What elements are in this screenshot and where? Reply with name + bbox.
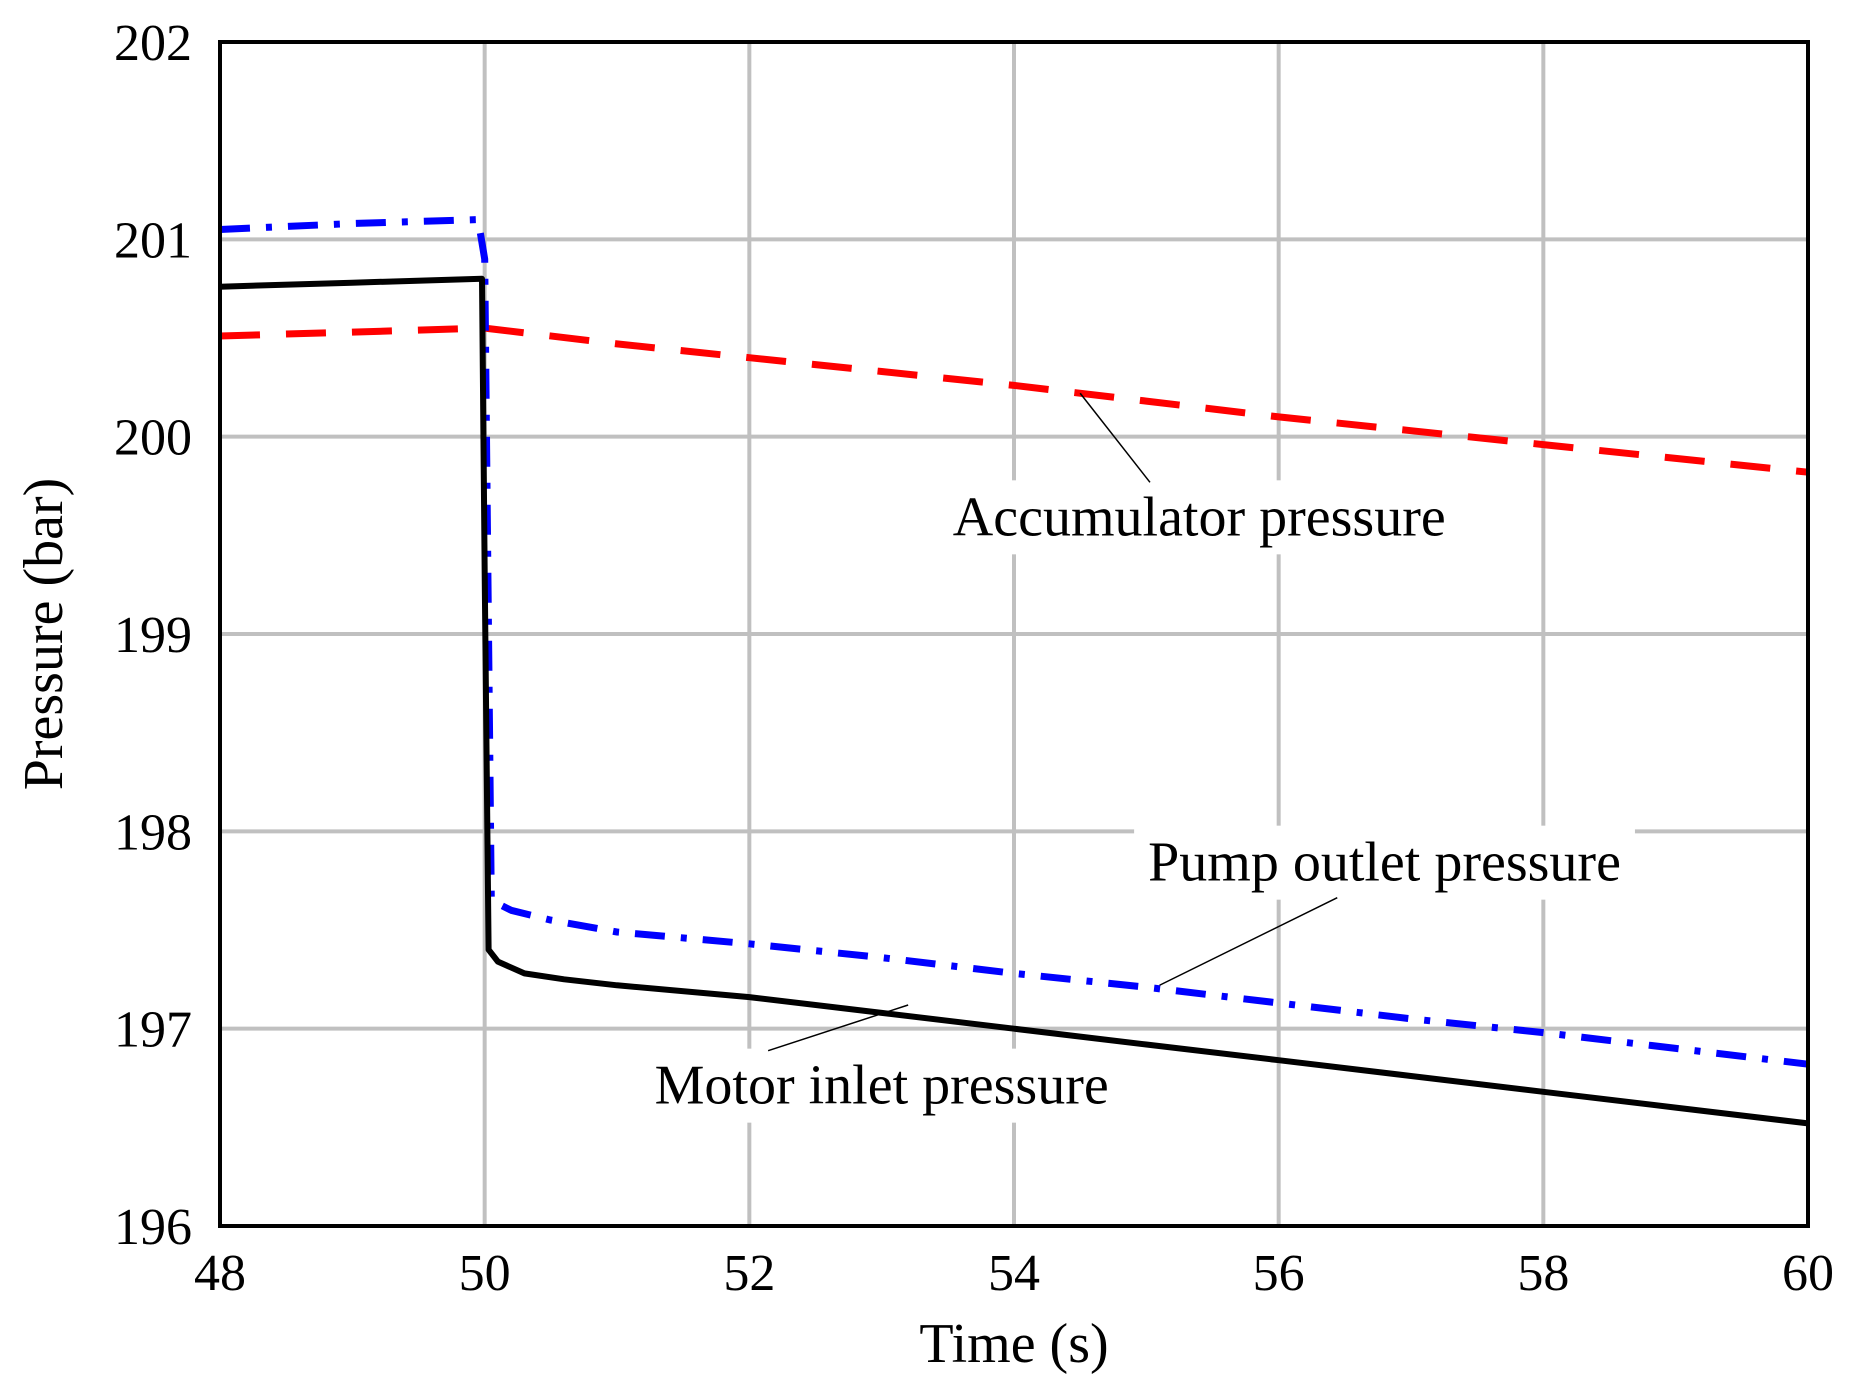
tick-labels: 48 50 52 54 56 58 60 196 197 198 199 200 201 202 xyxy=(114,15,1834,1302)
x-tick-label: 56 xyxy=(1253,1245,1305,1302)
y-tick-label: 198 xyxy=(114,804,192,861)
y-tick-label: 199 xyxy=(114,607,192,664)
x-tick-label: 52 xyxy=(723,1245,775,1302)
annotation: Accumulator pressure xyxy=(938,392,1460,555)
x-tick-label: 54 xyxy=(988,1245,1040,1302)
annotation-label: Accumulator pressure xyxy=(953,486,1446,548)
annotation-leader-line xyxy=(767,1004,909,1052)
annotation-background xyxy=(1134,825,1635,900)
x-tick-label: 50 xyxy=(459,1245,511,1302)
annotation-label: Motor inlet pressure xyxy=(655,1055,1109,1117)
y-tick-label: 202 xyxy=(114,15,192,72)
annotation-background xyxy=(640,1048,1123,1123)
annotation-leader-line xyxy=(1159,896,1338,986)
annotation-label: Pump outlet pressure xyxy=(1148,832,1621,894)
annotations: Accumulator pressure Pump outlet pressure… xyxy=(640,392,1635,1123)
plot-frame xyxy=(218,40,1810,1228)
annotation-leader-line xyxy=(1079,392,1151,483)
annotation-background xyxy=(938,480,1460,555)
y-tick-label: 201 xyxy=(114,212,192,269)
y-tick-label: 196 xyxy=(114,1199,192,1256)
y-tick-label: 197 xyxy=(114,1002,192,1059)
annotation: Motor inlet pressure xyxy=(640,1004,1123,1123)
series-line-pump-outlet-pressure xyxy=(219,216,1809,1068)
x-tick-label: 58 xyxy=(1517,1245,1569,1302)
y-tick-label: 200 xyxy=(114,410,192,467)
x-tick-label: 48 xyxy=(194,1245,246,1302)
series-line-motor-inlet-pressure xyxy=(219,275,1809,1127)
y-axis-title: Pressure (bar) xyxy=(13,478,75,791)
x-axis-title: Time (s) xyxy=(919,1313,1108,1375)
x-tick-label: 60 xyxy=(1782,1245,1834,1302)
series-lines xyxy=(219,216,1809,1127)
annotation: Pump outlet pressure xyxy=(1134,825,1635,986)
